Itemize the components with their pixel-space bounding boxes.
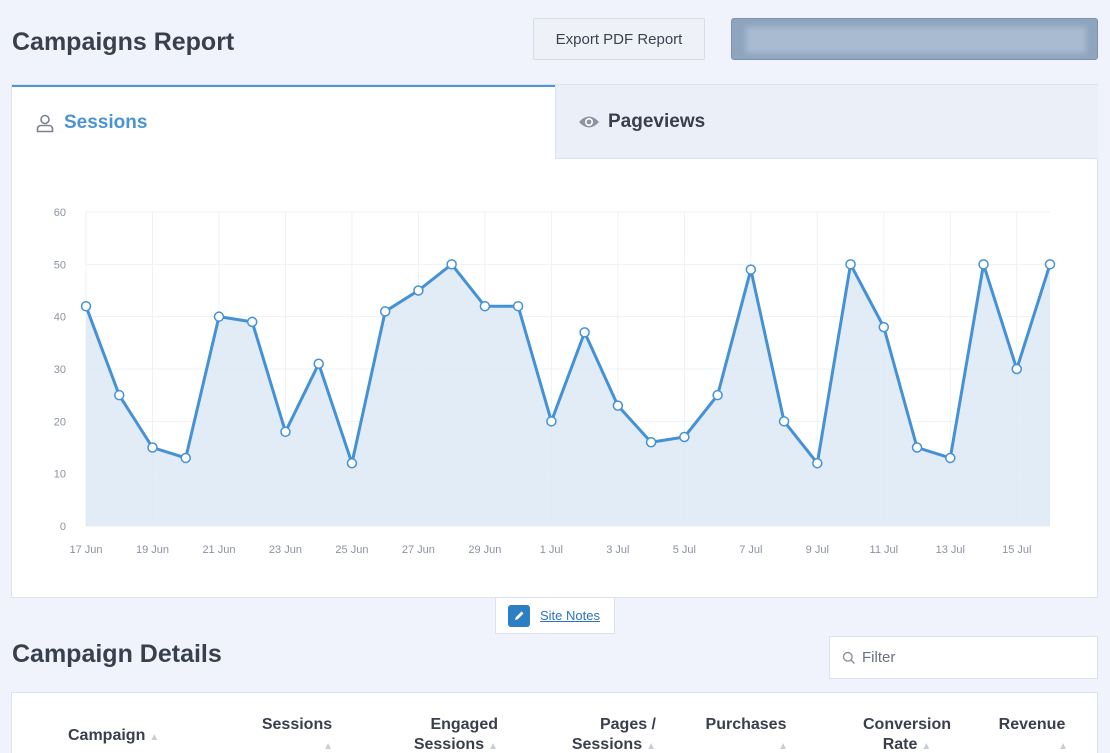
y-tick-label: 40 [54,312,66,324]
series-area [86,264,1050,526]
data-point[interactable] [679,431,690,443]
column-purchases-label: Purchases [705,716,787,733]
x-tick-label: 1 Jul [540,544,563,555]
data-point[interactable] [113,389,125,401]
site-notes-button[interactable]: Site Notes [495,597,615,634]
data-point[interactable] [845,259,856,270]
sort-icon: ▲ [323,741,333,752]
data-point[interactable] [413,285,424,296]
filter-input[interactable] [862,649,1082,666]
data-point[interactable] [446,259,457,270]
redacted-button[interactable] [731,18,1098,60]
data-point[interactable] [479,300,491,312]
column-campaign[interactable]: Campaign ▲ [68,726,159,748]
site-notes-link[interactable]: Site Notes [540,608,600,623]
sort-icon: ▲ [1058,741,1068,752]
sort-icon: ▲ [488,741,498,752]
page-title: Campaigns Report [12,28,235,56]
eye-icon [578,111,600,133]
data-point[interactable] [80,300,92,312]
data-point[interactable] [911,442,923,453]
tab-sessions-label: Sessions [64,112,148,133]
data-point[interactable] [346,457,358,469]
x-tick-label: 19 Jun [136,544,169,555]
x-tick-label: 23 Jun [269,544,302,555]
column-campaign-label: Campaign [68,727,146,744]
tab-sessions[interactable]: Sessions [12,85,555,159]
data-point[interactable] [147,442,158,453]
y-tick-label: 50 [54,259,66,271]
column-pages-line2: Sessions [571,736,643,753]
data-point[interactable] [1044,259,1056,270]
data-point[interactable] [712,389,723,401]
column-sessions-label: Sessions [261,716,333,733]
x-tick-label: 27 Jun [402,544,435,555]
data-point[interactable] [745,264,757,275]
search-icon [842,651,855,664]
sort-icon: ▲ [778,741,788,752]
x-tick-label: 25 Jun [335,544,368,555]
redacted-content [746,27,1086,53]
data-point[interactable] [313,358,324,370]
data-point[interactable] [878,321,890,333]
column-purchases[interactable]: Purchases ▲ [704,715,788,753]
data-point[interactable] [280,426,291,438]
series-line [84,262,1052,465]
sort-icon: ▲ [646,741,656,752]
data-point[interactable] [645,437,657,448]
filter-box[interactable] [829,636,1098,679]
column-conversion-line2: Rate [882,736,918,753]
column-revenue[interactable]: Revenue ▲ [996,715,1068,753]
x-tick-label: 13 Jul [936,544,965,555]
y-tick-label: 0 [60,521,66,533]
sessions-chart: 0 10 20 30 40 50 60 17 Jun 19 Jun 21 Jun 23 Jun 25 … [54,207,1056,555]
data-point[interactable] [579,327,590,338]
x-tick-label: 15 Jul [1002,544,1031,555]
column-conversion-line1: Conversion [862,716,951,733]
tab-pageviews[interactable]: Pageviews [555,85,1098,159]
column-revenue-label: Revenue [998,716,1066,733]
data-point[interactable] [379,306,391,317]
column-pages-line1: Pages / [599,716,656,733]
x-tick-label: 3 Jul [606,544,629,555]
column-pages-per-session[interactable]: Pages / Sessions ▲ [552,715,656,753]
data-point[interactable] [945,452,956,464]
export-pdf-button[interactable]: Export PDF Report [533,18,705,60]
column-sessions[interactable]: Sessions ▲ [261,715,333,753]
column-engaged-line2: Sessions [413,736,485,753]
data-point[interactable] [978,259,989,270]
y-tick-label: 20 [54,416,66,428]
sort-icon: ▲ [149,732,160,743]
column-conversion-rate[interactable]: Conversion Rate ▲ [852,715,962,753]
column-engaged-sessions[interactable]: Engaged Sessions ▲ [392,715,498,753]
data-point[interactable] [778,416,790,427]
y-tick-label: 30 [54,364,66,376]
data-point[interactable] [246,316,258,328]
x-tick-label: 29 Jun [468,544,501,555]
data-point[interactable] [1011,363,1023,375]
report-card: Sessions Pageviews 0 10 20 30 40 50 60 17 Jun 19… [11,84,1098,598]
y-tick-label: 60 [54,207,66,219]
data-point[interactable] [612,400,624,411]
data-point[interactable] [180,452,191,464]
data-point[interactable] [512,300,524,312]
pencil-note-icon [508,604,530,627]
y-tick-label: 10 [54,469,66,481]
x-tick-label: 9 Jul [806,544,829,555]
data-point[interactable] [213,311,225,322]
x-tick-label: 21 Jun [202,544,235,555]
data-point[interactable] [812,457,823,469]
tab-pageviews-label: Pageviews [608,110,706,132]
x-tick-label: 11 Jul [870,544,899,555]
x-tick-label: 7 Jul [739,544,762,555]
data-point[interactable] [546,416,557,427]
x-tick-label: 17 Jun [69,544,102,555]
campaign-details-title: Campaign Details [12,640,222,668]
campaign-table: Campaign ▲ Sessions ▲ Engaged Sessions ▲ P… [11,692,1098,753]
sort-icon: ▲ [921,741,932,752]
column-engaged-line1: Engaged [430,716,498,733]
user-icon [34,112,56,134]
x-tick-label: 5 Jul [673,544,696,555]
